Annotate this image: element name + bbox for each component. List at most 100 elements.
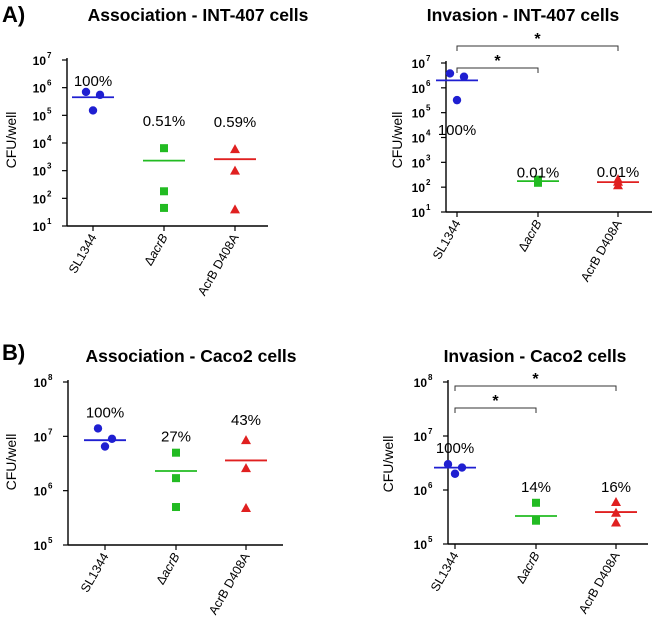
y-tick-exponent: 6 — [426, 79, 431, 88]
y-tick-label: 10 — [33, 137, 47, 151]
significance-bracket — [456, 67, 539, 73]
y-tick-label: 10 — [412, 82, 426, 96]
significance-star: * — [494, 53, 501, 70]
data-point — [95, 90, 105, 100]
y-tick-label: 10 — [34, 485, 48, 499]
y-tick-label: 10 — [412, 57, 426, 71]
data-label: 43% — [231, 412, 261, 429]
y-tick-label: 10 — [33, 109, 47, 123]
data-point — [81, 87, 91, 97]
y-tick-exponent: 4 — [47, 134, 52, 143]
y-tick-exponent: 8 — [428, 373, 433, 382]
data-point — [93, 424, 103, 433]
data-label: 100% — [86, 404, 124, 421]
y-axis-label: CFU/well — [3, 112, 19, 169]
x-tick-label: ΔacrB — [513, 550, 542, 586]
y-tick-label: 10 — [34, 430, 48, 444]
data-label: 100% — [438, 122, 476, 139]
chart-title: Invasion - Caco2 cells — [444, 346, 627, 366]
significance-star: * — [492, 393, 499, 410]
data-point — [241, 463, 251, 473]
data-point — [160, 187, 168, 196]
chart-association-int407: Association - INT-407 cells CFU/well 10 1… — [3, 5, 309, 298]
significance-bracket — [456, 45, 619, 51]
y-tick-label: 10 — [34, 539, 48, 553]
y-tick-exponent: 4 — [426, 129, 431, 138]
y-tick-label: 10 — [412, 181, 426, 195]
y-tick-exponent: 5 — [47, 106, 52, 115]
y-tick-exponent: 1 — [47, 217, 52, 226]
y-tick-exponent: 8 — [48, 373, 53, 382]
data-point — [613, 180, 623, 190]
significance-star: * — [532, 371, 539, 388]
data-point — [241, 435, 251, 445]
y-tick-label: 10 — [412, 206, 426, 220]
x-tick-label: AcrB D408A — [206, 550, 253, 617]
x-tick-label: AcrB D408A — [576, 549, 623, 616]
y-tick-exponent: 3 — [426, 153, 431, 162]
data-label: 100% — [436, 440, 474, 457]
x-tick-label: ΔacrB — [153, 551, 182, 587]
x-tick-label: ΔacrB — [515, 218, 544, 254]
data-point — [160, 144, 168, 153]
y-tick-label: 10 — [34, 376, 48, 390]
data-point — [452, 95, 462, 105]
y-tick-label: 10 — [414, 484, 428, 498]
x-tick-label: SL1344 — [430, 217, 464, 261]
data-point — [107, 434, 117, 444]
y-tick-label: 10 — [33, 54, 47, 68]
y-tick-label: 10 — [414, 430, 428, 444]
x-tick-label: SL1344 — [66, 231, 100, 275]
data-point — [532, 498, 540, 507]
chart-title: Association - INT-407 cells — [88, 5, 309, 25]
y-tick-exponent: 6 — [428, 481, 433, 490]
data-point — [532, 516, 540, 525]
data-label: 0.51% — [143, 113, 186, 130]
y-tick-exponent: 6 — [47, 79, 52, 88]
data-point — [172, 448, 180, 457]
x-tick-label: ΔacrB — [141, 232, 170, 268]
y-tick-label: 10 — [412, 132, 426, 146]
data-point — [100, 442, 110, 451]
x-tick-label: AcrB D408A — [195, 231, 242, 298]
data-point — [459, 72, 469, 81]
data-label: 16% — [601, 479, 631, 496]
y-tick-exponent: 7 — [48, 427, 53, 436]
data-point — [450, 469, 460, 478]
data-label: 27% — [161, 429, 191, 446]
y-tick-label: 10 — [33, 82, 47, 96]
y-tick-exponent: 7 — [428, 427, 433, 436]
y-tick-label: 10 — [33, 192, 47, 206]
y-tick-label: 10 — [33, 220, 47, 234]
data-point — [241, 502, 251, 512]
data-label: 0.59% — [214, 114, 257, 131]
chart-association-caco2: Association - Caco2 cells CFU/well 10 510… — [3, 346, 297, 617]
data-point — [443, 460, 453, 469]
y-tick-exponent: 6 — [48, 482, 53, 491]
data-point — [230, 144, 240, 154]
data-point — [457, 463, 467, 472]
y-tick-label: 10 — [412, 107, 426, 121]
data-label: 14% — [521, 479, 551, 496]
chart-title: Invasion - INT-407 cells — [427, 5, 620, 25]
data-point — [160, 203, 168, 212]
y-axis-label: CFU/well — [3, 434, 19, 491]
chart-title: Association - Caco2 cells — [85, 346, 296, 366]
data-point — [172, 503, 180, 512]
panel-label-a: A) — [2, 2, 25, 27]
data-point — [611, 496, 621, 506]
data-point — [611, 507, 621, 517]
y-tick-exponent: 1 — [426, 203, 431, 212]
y-tick-label: 10 — [414, 376, 428, 390]
y-tick-label: 10 — [33, 165, 47, 179]
y-tick-exponent: 2 — [426, 178, 431, 187]
y-tick-label: 10 — [414, 538, 428, 552]
y-tick-exponent: 2 — [47, 189, 52, 198]
data-point — [534, 178, 542, 187]
data-point — [88, 106, 98, 115]
y-tick-exponent: 7 — [426, 54, 431, 63]
y-tick-exponent: 5 — [428, 535, 433, 544]
